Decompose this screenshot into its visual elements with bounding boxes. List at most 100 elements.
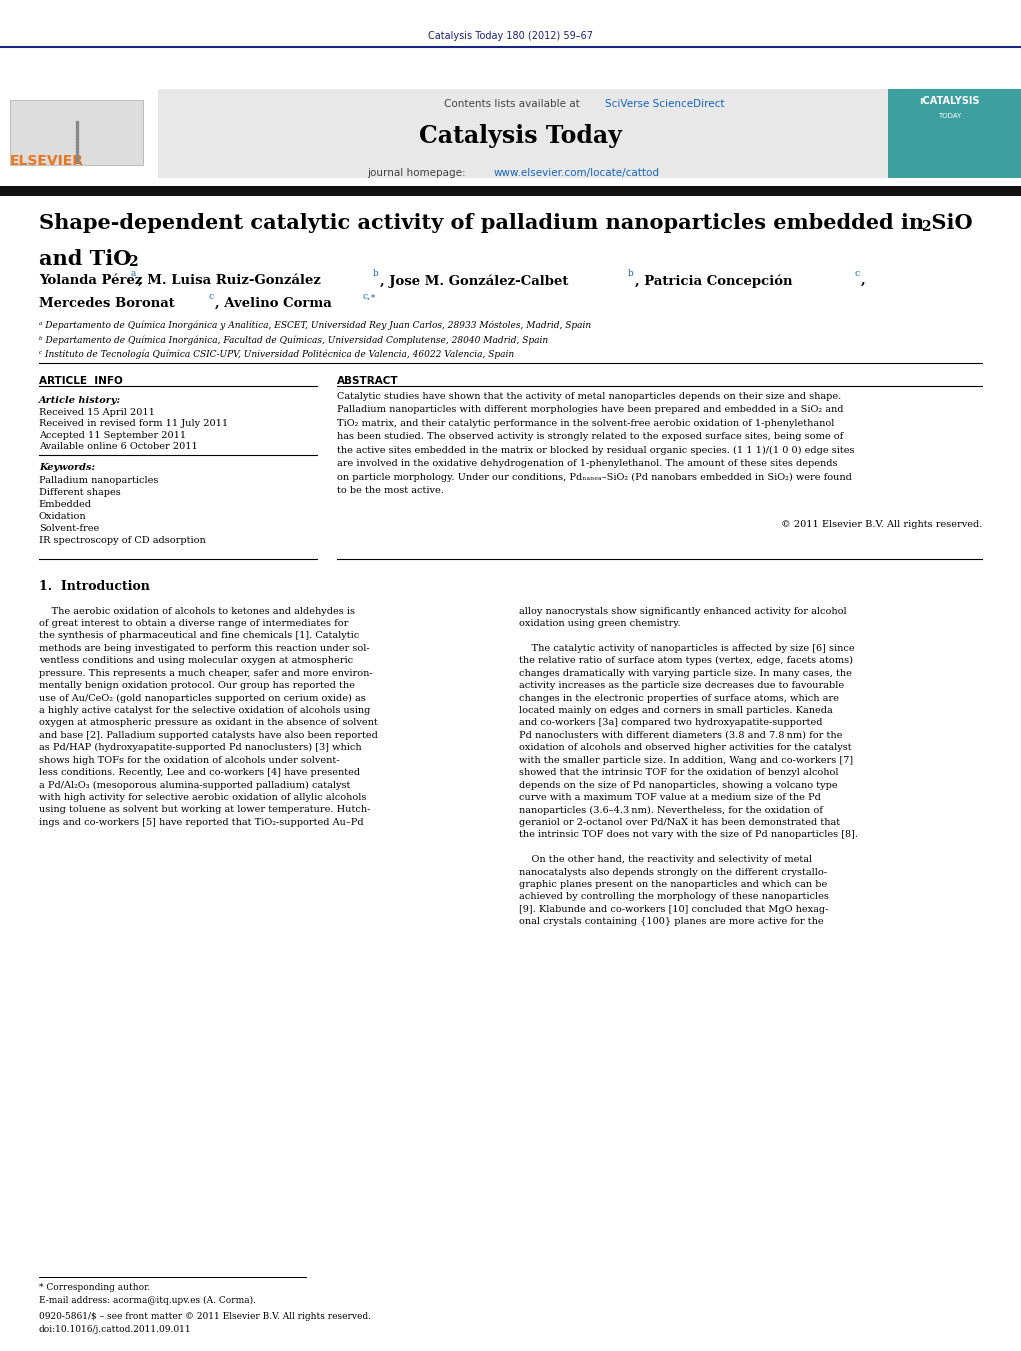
Text: Available online 6 October 2011: Available online 6 October 2011 xyxy=(39,442,197,451)
Bar xyxy=(158,89,888,178)
Text: * Corresponding author.: * Corresponding author. xyxy=(39,1283,150,1293)
Text: pressure. This represents a much cheaper, safer and more environ-: pressure. This represents a much cheaper… xyxy=(39,669,373,678)
Text: Different shapes: Different shapes xyxy=(39,488,120,497)
Text: changes dramatically with varying particle size. In many cases, the: changes dramatically with varying partic… xyxy=(519,669,852,678)
Text: onal crystals containing {100} planes are more active for the: onal crystals containing {100} planes ar… xyxy=(519,917,823,927)
Text: nanocatalysts also depends strongly on the different crystallo-: nanocatalysts also depends strongly on t… xyxy=(519,867,827,877)
Text: ARTICLE  INFO: ARTICLE INFO xyxy=(39,376,123,385)
Bar xyxy=(0,89,158,178)
Text: activity increases as the particle size decreases due to favourable: activity increases as the particle size … xyxy=(519,681,843,690)
Text: Catalysis Today 180 (2012) 59–67: Catalysis Today 180 (2012) 59–67 xyxy=(428,31,593,41)
Text: depends on the size of Pd nanoparticles, showing a volcano type: depends on the size of Pd nanoparticles,… xyxy=(519,781,837,789)
Text: as Pd/HAP (hydroxyapatite-supported Pd nanoclusters) [3] which: as Pd/HAP (hydroxyapatite-supported Pd n… xyxy=(39,743,361,753)
Text: ,: , xyxy=(861,274,866,288)
Text: 0920-5861/$ – see front matter © 2011 Elsevier B.V. All rights reserved.: 0920-5861/$ – see front matter © 2011 El… xyxy=(39,1312,371,1321)
Text: geraniol or 2-octanol over Pd/NaX it has been demonstrated that: geraniol or 2-octanol over Pd/NaX it has… xyxy=(519,817,840,827)
Text: located mainly on edges and corners in small particles. Kaneda: located mainly on edges and corners in s… xyxy=(519,707,832,715)
Text: Mercedes Boronat: Mercedes Boronat xyxy=(39,297,175,311)
Text: are involved in the oxidative dehydrogenation of 1-phenylethanol. The amount of : are involved in the oxidative dehydrogen… xyxy=(337,459,837,469)
Text: to be the most active.: to be the most active. xyxy=(337,486,444,496)
Text: oxidation of alcohols and observed higher activities for the catalyst: oxidation of alcohols and observed highe… xyxy=(519,743,852,753)
Bar xyxy=(10,100,143,165)
Text: the synthesis of pharmaceutical and fine chemicals [1]. Catalytic: the synthesis of pharmaceutical and fine… xyxy=(39,631,359,640)
Text: ᵃ Departamento de Química Inorgánica y Analítica, ESCET, Universidad Rey Juan Ca: ᵃ Departamento de Química Inorgánica y A… xyxy=(39,320,591,330)
Text: the active sites embedded in the matrix or blocked by residual organic species. : the active sites embedded in the matrix … xyxy=(337,446,855,455)
Text: , Avelino Corma: , Avelino Corma xyxy=(215,297,332,311)
Text: c: c xyxy=(208,292,213,301)
Text: ABSTRACT: ABSTRACT xyxy=(337,376,398,385)
Text: The aerobic oxidation of alcohols to ketones and aldehydes is: The aerobic oxidation of alcohols to ket… xyxy=(39,607,355,616)
Text: doi:10.1016/j.cattod.2011.09.011: doi:10.1016/j.cattod.2011.09.011 xyxy=(39,1325,191,1335)
Text: journal homepage:: journal homepage: xyxy=(368,168,470,177)
Text: © 2011 Elsevier B.V. All rights reserved.: © 2011 Elsevier B.V. All rights reserved… xyxy=(781,520,982,530)
Text: Shape-dependent catalytic activity of palladium nanoparticles embedded in SiO: Shape-dependent catalytic activity of pa… xyxy=(39,213,972,234)
Text: Contents lists available at: Contents lists available at xyxy=(444,99,583,108)
Text: TODAY: TODAY xyxy=(938,113,961,119)
Text: b: b xyxy=(373,269,379,278)
Text: The catalytic activity of nanoparticles is affected by size [6] since: The catalytic activity of nanoparticles … xyxy=(519,644,855,653)
Text: Catalytic studies have shown that the activity of metal nanoparticles depends on: Catalytic studies have shown that the ac… xyxy=(337,392,841,401)
Text: b: b xyxy=(628,269,634,278)
Text: nanoparticles (3.6–4.3 nm). Nevertheless, for the oxidation of: nanoparticles (3.6–4.3 nm). Nevertheless… xyxy=(519,805,823,815)
Text: oxidation using green chemistry.: oxidation using green chemistry. xyxy=(519,619,680,628)
Text: methods are being investigated to perform this reaction under sol-: methods are being investigated to perfor… xyxy=(39,644,370,653)
Text: curve with a maximum TOF value at a medium size of the Pd: curve with a maximum TOF value at a medi… xyxy=(519,793,821,802)
Text: Palladium nanoparticles with different morphologies have been prepared and embed: Palladium nanoparticles with different m… xyxy=(337,405,843,415)
Text: ELSEVIER: ELSEVIER xyxy=(10,154,84,168)
Text: with high activity for selective aerobic oxidation of allylic alcohols: with high activity for selective aerobic… xyxy=(39,793,367,802)
Text: a highly active catalyst for the selective oxidation of alcohols using: a highly active catalyst for the selecti… xyxy=(39,707,371,715)
Text: , M. Luisa Ruiz-González: , M. Luisa Ruiz-González xyxy=(138,274,321,288)
Text: Palladium nanoparticles: Palladium nanoparticles xyxy=(39,476,158,485)
Text: Pd nanoclusters with different diameters (3.8 and 7.8 nm) for the: Pd nanoclusters with different diameters… xyxy=(519,731,842,740)
Text: showed that the intrinsic TOF for the oxidation of benzyl alcohol: showed that the intrinsic TOF for the ox… xyxy=(519,769,838,777)
Text: www.elsevier.com/locate/cattod: www.elsevier.com/locate/cattod xyxy=(493,168,660,177)
Text: 1.  Introduction: 1. Introduction xyxy=(39,580,150,593)
Text: Oxidation: Oxidation xyxy=(39,512,87,521)
Text: Keywords:: Keywords: xyxy=(39,463,95,473)
Text: a Pd/Al₂O₃ (mesoporous alumina-supported palladium) catalyst: a Pd/Al₂O₃ (mesoporous alumina-supported… xyxy=(39,781,350,790)
Text: 2: 2 xyxy=(921,220,930,234)
Text: alloy nanocrystals show significantly enhanced activity for alcohol: alloy nanocrystals show significantly en… xyxy=(519,607,846,616)
Text: , Patricia Concepción: , Patricia Concepción xyxy=(635,274,792,288)
Text: graphic planes present on the nanoparticles and which can be: graphic planes present on the nanopartic… xyxy=(519,880,827,889)
Text: Received in revised form 11 July 2011: Received in revised form 11 July 2011 xyxy=(39,419,228,428)
Text: Article history:: Article history: xyxy=(39,396,120,405)
Text: Accepted 11 September 2011: Accepted 11 September 2011 xyxy=(39,431,186,440)
Text: Embedded: Embedded xyxy=(39,500,92,509)
Text: the intrinsic TOF does not vary with the size of Pd nanoparticles [8].: the intrinsic TOF does not vary with the… xyxy=(519,831,858,839)
Text: changes in the electronic properties of surface atoms, which are: changes in the electronic properties of … xyxy=(519,693,838,703)
Text: SciVerse ScienceDirect: SciVerse ScienceDirect xyxy=(605,99,725,108)
Text: on particle morphology. Under our conditions, Pdₙₐₙₑₐ–SiO₂ (Pd nanobars embedded: on particle morphology. Under our condit… xyxy=(337,473,852,482)
Text: Catalysis Today: Catalysis Today xyxy=(420,124,622,149)
Text: , Jose M. González-Calbet: , Jose M. González-Calbet xyxy=(380,274,569,288)
Text: and base [2]. Palladium supported catalysts have also been reported: and base [2]. Palladium supported cataly… xyxy=(39,731,378,740)
Text: ᶜ Instituto de Tecnología Química CSIC-UPV, Universidad Politécnica de Valencia,: ᶜ Instituto de Tecnología Química CSIC-U… xyxy=(39,350,514,359)
Text: TiO₂ matrix, and their catalytic performance in the solvent-free aerobic oxidati: TiO₂ matrix, and their catalytic perform… xyxy=(337,419,834,428)
Text: Received 15 April 2011: Received 15 April 2011 xyxy=(39,408,154,417)
Text: E-mail address: acorma@itq.upv.es (A. Corma).: E-mail address: acorma@itq.upv.es (A. Co… xyxy=(39,1296,256,1305)
Text: IR spectroscopy of CD adsorption: IR spectroscopy of CD adsorption xyxy=(39,536,205,546)
Text: oxygen at atmospheric pressure as oxidant in the absence of solvent: oxygen at atmospheric pressure as oxidan… xyxy=(39,719,378,727)
Text: ings and co-workers [5] have reported that TiO₂-supported Au–Pd: ings and co-workers [5] have reported th… xyxy=(39,817,363,827)
Text: ᵇ Departamento de Química Inorgánica, Facultad de Químicas, Universidad Complute: ᵇ Departamento de Química Inorgánica, Fa… xyxy=(39,335,548,345)
Text: less conditions. Recently, Lee and co-workers [4] have presented: less conditions. Recently, Lee and co-wo… xyxy=(39,769,360,777)
Text: [9]. Klabunde and co-workers [10] concluded that MgO hexag-: [9]. Klabunde and co-workers [10] conclu… xyxy=(519,905,828,913)
Text: 2: 2 xyxy=(128,255,137,269)
Text: mentally benign oxidation protocol. Our group has reported the: mentally benign oxidation protocol. Our … xyxy=(39,681,354,690)
Text: and TiO: and TiO xyxy=(39,249,131,269)
Text: of great interest to obtain a diverse range of intermediates for: of great interest to obtain a diverse ra… xyxy=(39,619,348,628)
Text: using toluene as solvent but working at lower temperature. Hutch-: using toluene as solvent but working at … xyxy=(39,805,371,815)
Text: Solvent-free: Solvent-free xyxy=(39,524,99,534)
Text: and co-workers [3a] compared two hydroxyapatite-supported: and co-workers [3a] compared two hydroxy… xyxy=(519,719,822,727)
Text: On the other hand, the reactivity and selectivity of metal: On the other hand, the reactivity and se… xyxy=(519,855,812,865)
Text: with the smaller particle size. In addition, Wang and co-workers [7]: with the smaller particle size. In addit… xyxy=(519,755,853,765)
Text: ventless conditions and using molecular oxygen at atmospheric: ventless conditions and using molecular … xyxy=(39,657,353,665)
Text: a: a xyxy=(131,269,136,278)
Bar xyxy=(0,186,1021,196)
Text: Yolanda Pérez: Yolanda Pérez xyxy=(39,274,142,288)
Text: the relative ratio of surface atom types (vertex, edge, facets atoms): the relative ratio of surface atom types… xyxy=(519,657,853,666)
Text: shows high TOFs for the oxidation of alcohols under solvent-: shows high TOFs for the oxidation of alc… xyxy=(39,755,339,765)
Text: ıCATALYSIS: ıCATALYSIS xyxy=(919,96,980,105)
Text: has been studied. The observed activity is strongly related to the exposed surfa: has been studied. The observed activity … xyxy=(337,432,843,442)
Text: c: c xyxy=(855,269,860,278)
